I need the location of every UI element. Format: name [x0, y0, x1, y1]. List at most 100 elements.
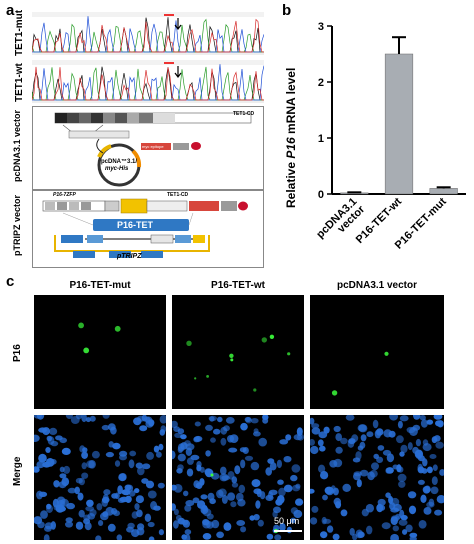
nucleus — [320, 531, 328, 539]
nucleus — [400, 444, 408, 454]
nucleus — [322, 494, 328, 501]
nucleus — [407, 491, 417, 499]
image-p16-wt — [172, 295, 304, 409]
nucleus — [240, 459, 246, 469]
nucleus — [290, 474, 298, 482]
nucleus — [398, 480, 406, 488]
nucleus — [413, 415, 421, 420]
nucleus — [102, 494, 109, 503]
nucleus — [397, 473, 407, 482]
nucleus — [266, 533, 274, 540]
p16-signal — [186, 340, 192, 346]
nucleus — [129, 450, 137, 457]
panel-b-letter: b — [282, 2, 292, 19]
nucleus — [353, 472, 361, 481]
nucleus — [436, 495, 444, 504]
nucleus — [399, 415, 409, 422]
nucleus — [333, 425, 341, 433]
nucleus — [211, 519, 220, 529]
nucleus — [133, 417, 142, 426]
nucleus — [345, 415, 355, 421]
nucleus — [173, 484, 183, 493]
nucleus — [431, 476, 438, 485]
row-label-p16: P16 — [12, 344, 23, 362]
nucleus — [193, 436, 200, 443]
nucleus — [234, 465, 241, 475]
nucleus — [218, 488, 227, 497]
nucleus — [323, 426, 330, 434]
nucleus — [310, 517, 318, 525]
panel-c-letter: c — [6, 273, 15, 290]
nucleus — [273, 506, 281, 514]
nucleus — [310, 439, 315, 446]
nucleus — [407, 442, 413, 451]
nucleus — [435, 420, 443, 427]
nucleus — [295, 498, 304, 506]
nucleus — [105, 506, 114, 516]
nucleus — [116, 534, 123, 540]
nucleus — [422, 458, 428, 467]
nucleus — [220, 437, 227, 446]
nucleus — [196, 461, 202, 468]
nucleus — [265, 467, 272, 476]
nucleus — [433, 415, 443, 420]
nucleus — [46, 503, 52, 510]
nucleus — [318, 464, 326, 473]
nucleus — [423, 507, 432, 515]
nucleus — [253, 428, 259, 434]
nucleus — [422, 486, 431, 494]
nucleus — [356, 479, 362, 488]
nucleus — [329, 460, 338, 468]
nucleus — [381, 522, 391, 530]
nucleus — [145, 416, 151, 424]
nucleus — [59, 466, 65, 473]
nucleus — [98, 520, 104, 526]
y-tick-label: 2 — [318, 77, 324, 89]
nucleus — [153, 445, 160, 453]
nucleus — [279, 522, 286, 532]
nucleus — [117, 485, 123, 495]
nucleus — [176, 514, 182, 522]
p16-signal — [78, 322, 84, 329]
nucleus — [89, 415, 96, 422]
pcdna-row-label: pcDNA3.1 vector — [12, 109, 22, 182]
nucleus — [398, 519, 408, 526]
nucleus — [396, 435, 404, 444]
nucleus — [190, 454, 200, 461]
nucleus — [225, 417, 235, 424]
nucleus — [434, 509, 443, 516]
nucleus — [131, 511, 139, 519]
cd-label: TET1-CD — [167, 192, 189, 198]
nucleus — [359, 469, 369, 477]
nucleus — [332, 487, 339, 496]
nucleus — [119, 473, 127, 481]
nucleus — [102, 415, 110, 419]
construct-end-label: TET1-CD — [233, 111, 255, 117]
p16-signal — [194, 377, 197, 380]
nucleus — [217, 416, 223, 423]
nucleus — [46, 435, 52, 442]
nucleus — [206, 513, 214, 520]
nucleus — [333, 497, 341, 506]
nucleus — [258, 437, 267, 447]
nucleus — [213, 428, 221, 435]
nucleus — [310, 445, 319, 455]
nucleus — [57, 499, 65, 508]
y-tick-label: 3 — [318, 21, 324, 33]
nucleus — [340, 509, 348, 517]
nucleus — [227, 492, 236, 501]
nucleus — [357, 531, 365, 538]
nucleus — [158, 529, 164, 536]
nucleus — [147, 521, 155, 528]
y-ticks: 0 1 2 3 — [318, 21, 332, 201]
nucleus — [390, 497, 400, 507]
nucleus — [290, 517, 297, 524]
column-title-wt: P16-TET-wt — [211, 280, 265, 291]
nucleus — [137, 523, 145, 531]
nucleus — [119, 450, 128, 457]
nucleus — [40, 510, 48, 519]
nucleus — [202, 533, 212, 540]
nucleus — [194, 421, 201, 427]
